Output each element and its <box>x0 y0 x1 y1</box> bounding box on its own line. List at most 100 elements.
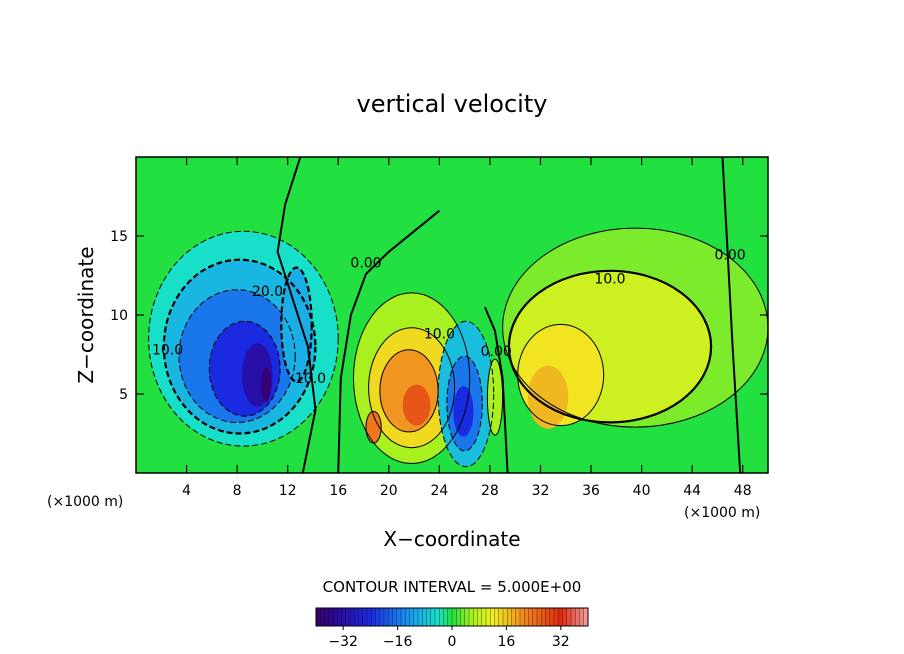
colorbar-segment <box>477 607 483 627</box>
y-tick-label: 10 <box>110 308 128 324</box>
x-tick-label: 36 <box>582 483 600 499</box>
contour-label: 10.0 <box>295 371 326 387</box>
colorbar-segment <box>422 607 427 627</box>
colorbar-segment <box>566 607 572 627</box>
colorbar-segment <box>575 607 580 627</box>
colorbar-segment <box>498 607 504 627</box>
x-axis-label: X−coordinate <box>383 527 520 551</box>
x-unit-right: (×1000 m) <box>684 505 760 521</box>
colorbar-segment <box>371 607 376 627</box>
field-region-central-updraft-core <box>402 384 431 426</box>
x-tick-label: 20 <box>380 483 398 499</box>
field-region-eastern-updraft-core <box>527 365 569 429</box>
colorbar-tick-label: 32 <box>552 634 570 650</box>
colorbar-segment <box>341 607 347 627</box>
colorbar-segment <box>507 607 512 627</box>
colorbar-segment <box>456 607 461 627</box>
colorbar-segment <box>536 607 542 627</box>
x-tick-label: 32 <box>532 483 550 499</box>
colorbar-segment <box>349 607 355 627</box>
field-region-downdraft-peak <box>261 367 272 402</box>
contour-label: 0.00 <box>715 248 746 264</box>
contour-central-downdraft-mid <box>446 355 483 452</box>
colorbar-segment <box>430 607 436 627</box>
chart-title: vertical velocity <box>357 90 548 118</box>
colorbar-segment <box>490 607 495 627</box>
colorbar-segment <box>426 607 432 627</box>
colorbar-segment <box>473 607 478 627</box>
y-tick-label: 5 <box>119 387 128 403</box>
contour-label: 10.0 <box>424 327 455 343</box>
x-tick-label: 24 <box>430 483 448 499</box>
colorbar-segment <box>375 607 381 627</box>
x-tick-label: 40 <box>633 483 651 499</box>
contour-eastern-updraft <box>517 323 605 427</box>
colorbar-segment <box>558 607 563 627</box>
colorbar-segment <box>511 607 517 627</box>
contour-downdraft-mid <box>162 258 317 435</box>
colorbar-segment <box>481 607 487 627</box>
x-tick-label: 12 <box>279 483 297 499</box>
colorbar-segment <box>332 607 338 627</box>
contour-lines <box>148 157 768 473</box>
colorbar-segment <box>362 607 368 627</box>
colorbar-segment <box>320 607 325 627</box>
colorbar-segment <box>413 607 419 627</box>
x-tick-label: 48 <box>734 483 752 499</box>
contour-broad-updraft-mid <box>507 269 713 424</box>
contour-central-updraft-mid <box>368 327 456 449</box>
colorbar-segment <box>549 607 555 627</box>
contour-secondary-downdraft <box>280 266 313 383</box>
colorbar-segment <box>337 607 342 627</box>
field-region-central-downdraft-core <box>453 386 474 437</box>
colorbar-segment <box>485 607 491 627</box>
colorbar-segment <box>383 607 389 627</box>
x-tick-label: 16 <box>329 483 347 499</box>
colorbar-segment <box>468 607 474 627</box>
colorbar-segment <box>447 607 453 627</box>
colorbar-segment <box>434 607 440 627</box>
colorbar-segment <box>451 607 457 627</box>
contour-central-downdraft-outer <box>437 320 495 468</box>
colorbar-segment <box>396 607 402 627</box>
contour-zero-west <box>276 157 317 473</box>
colorbar-segment <box>562 607 568 627</box>
colorbar-tick-label: 16 <box>497 634 515 650</box>
colorbar-tick-label: −16 <box>383 634 413 650</box>
colorbar-segment <box>532 607 538 627</box>
colorbar-segment <box>502 607 508 627</box>
colorbar-segment <box>579 607 585 627</box>
plot-area: 10.0 20.0 10.0 0.00 10.0 0.00 10.0 0.00 <box>135 156 769 474</box>
contour-central-updraft-outer <box>353 292 471 465</box>
contour-label: 10.0 <box>594 271 625 287</box>
field-region-secondary-downdraft <box>281 267 312 382</box>
colorbar-segment <box>400 607 406 627</box>
contour-label: 0.00 <box>350 256 381 272</box>
colorbar-segment <box>379 607 385 627</box>
colorbar: −32 −16 0 16 32 <box>315 607 589 650</box>
contour-central-updraft-low <box>365 410 382 444</box>
colorbar-segment <box>392 607 398 627</box>
contour-downdraft-outer <box>148 230 339 447</box>
colorbar-segment <box>417 607 423 627</box>
x-tick-label: 28 <box>481 483 499 499</box>
contour-labels: 10.0 20.0 10.0 0.00 10.0 0.00 10.0 0.00 <box>152 248 746 387</box>
colorbar-segment <box>345 607 351 627</box>
contour-zero-far-east <box>721 157 742 473</box>
colorbar-segment <box>464 607 470 627</box>
y-axis: 5 10 15 <box>110 229 768 403</box>
colorbar-segment <box>354 607 359 627</box>
y-tick-label: 15 <box>110 229 128 245</box>
colorbar-segment <box>515 607 521 627</box>
x-tick-label: 44 <box>683 483 701 499</box>
colorbar-segment <box>494 607 500 627</box>
x-axis: 4 8 12 16 20 24 28 32 36 40 44 48 <box>182 157 752 499</box>
x-tick-label: 4 <box>182 483 191 499</box>
colorbar-segment <box>553 607 559 627</box>
colorbar-segment <box>528 607 534 627</box>
contour-secondary-updraft <box>486 358 504 436</box>
colorbar-tick-label: 0 <box>448 634 457 650</box>
colorbar-segment <box>366 607 372 627</box>
x-unit-left: (×1000 m) <box>47 494 123 510</box>
